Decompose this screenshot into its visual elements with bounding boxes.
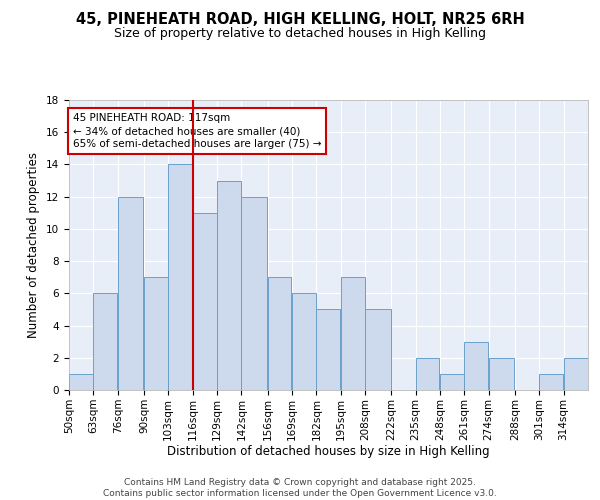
Bar bbox=[464, 342, 488, 390]
Bar bbox=[292, 294, 316, 390]
Bar bbox=[316, 310, 340, 390]
Text: 45, PINEHEATH ROAD, HIGH KELLING, HOLT, NR25 6RH: 45, PINEHEATH ROAD, HIGH KELLING, HOLT, … bbox=[76, 12, 524, 28]
Text: Contains HM Land Registry data © Crown copyright and database right 2025.
Contai: Contains HM Land Registry data © Crown c… bbox=[103, 478, 497, 498]
Bar bbox=[416, 358, 439, 390]
Bar bbox=[94, 294, 117, 390]
Bar bbox=[69, 374, 93, 390]
Bar bbox=[563, 358, 587, 390]
Bar bbox=[118, 196, 143, 390]
Bar bbox=[169, 164, 192, 390]
Bar bbox=[341, 277, 365, 390]
Text: Size of property relative to detached houses in High Kelling: Size of property relative to detached ho… bbox=[114, 28, 486, 40]
Bar bbox=[217, 180, 241, 390]
Bar bbox=[488, 358, 514, 390]
Bar bbox=[241, 196, 267, 390]
X-axis label: Distribution of detached houses by size in High Kelling: Distribution of detached houses by size … bbox=[167, 446, 490, 458]
Bar bbox=[144, 277, 168, 390]
Text: 45 PINEHEATH ROAD: 117sqm
← 34% of detached houses are smaller (40)
65% of semi-: 45 PINEHEATH ROAD: 117sqm ← 34% of detac… bbox=[73, 113, 321, 150]
Bar bbox=[440, 374, 464, 390]
Bar bbox=[539, 374, 563, 390]
Y-axis label: Number of detached properties: Number of detached properties bbox=[28, 152, 40, 338]
Bar bbox=[193, 213, 217, 390]
Bar bbox=[365, 310, 391, 390]
Bar bbox=[268, 277, 292, 390]
